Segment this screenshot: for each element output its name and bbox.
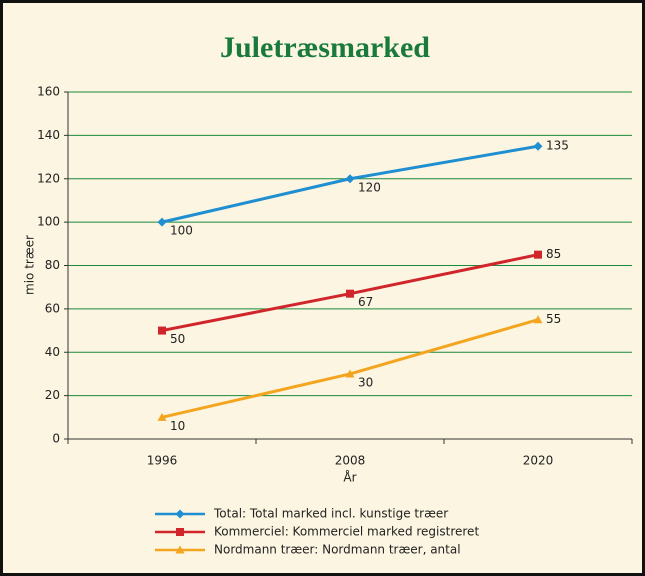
data-label: 50 [170,332,185,346]
data-label: 67 [358,295,373,309]
data-label: 85 [546,247,561,261]
legend-label: Kommerciel: Kommerciel marked registrere… [214,525,479,539]
marker [176,528,184,536]
legend-label: Nordmann træer: Nordmann træer, antal [214,543,461,557]
chart-title: Juletræsmarked [220,31,430,64]
x-tick-label: 2008 [335,454,366,468]
y-tick-label: 60 [45,301,60,315]
data-label: 55 [546,312,561,326]
marker [157,217,167,227]
marker [533,315,543,324]
y-tick-label: 20 [45,388,60,402]
y-tick-label: 120 [37,171,60,185]
data-label: 30 [358,375,373,389]
marker [345,174,355,184]
data-label: 120 [358,180,381,194]
legend-label: Total: Total marked incl. kunstige træer [213,507,448,521]
marker [346,289,354,298]
y-tick-label: 160 [37,85,60,99]
y-tick-label: 80 [45,258,60,272]
y-axis-label: mio træer [23,235,37,295]
marker [157,412,167,421]
marker [175,509,185,519]
data-label: 100 [170,224,193,238]
y-tick-label: 100 [37,215,60,229]
marker [158,326,166,335]
marker [345,369,355,378]
marker [534,250,542,259]
y-tick-label: 0 [52,432,60,446]
data-label: 135 [546,139,569,153]
y-tick-label: 40 [45,345,60,359]
y-tick-label: 140 [37,128,60,142]
x-tick-label: 1996 [147,454,178,468]
data-label: 10 [170,419,185,433]
x-tick-label: 2020 [523,454,554,468]
marker [533,141,543,151]
x-axis-label: År [343,470,356,485]
marker [175,545,185,554]
